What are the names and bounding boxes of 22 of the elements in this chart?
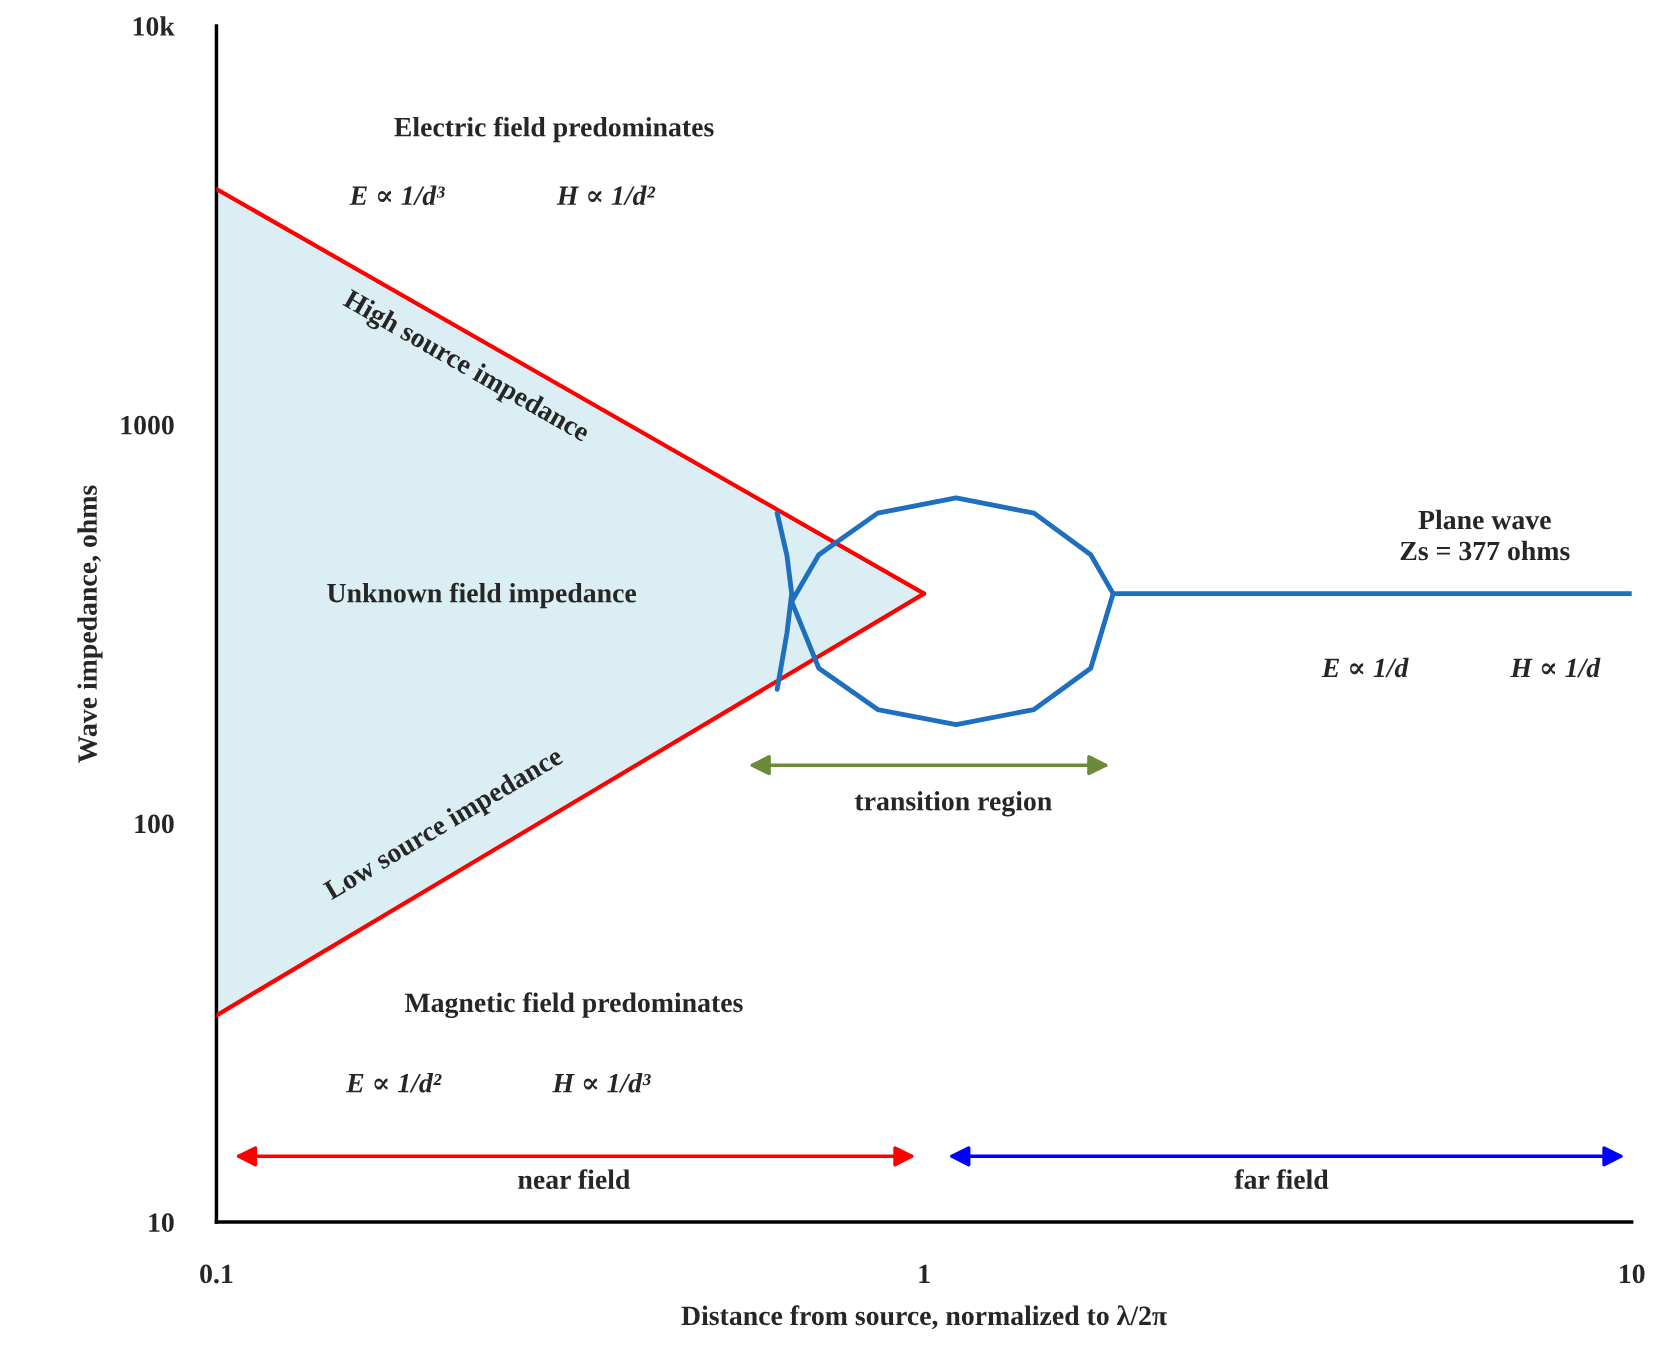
annotation: E ∝ 1/d² <box>346 1072 442 1093</box>
x-tick-label: 0.1 <box>200 1264 233 1284</box>
x-tick-label: 10 <box>1620 1264 1645 1284</box>
annotation: Magnetic field predominates <box>404 992 743 1019</box>
y-tick-label: 10 <box>149 1213 174 1233</box>
y-tick-label: 100 <box>135 814 174 834</box>
x-tick-label: 1 <box>919 1264 930 1284</box>
annotation: H ∝ 1/d <box>1510 657 1601 678</box>
annotation: Plane wave Zs = 377 ohms <box>1400 509 1570 561</box>
y-tick-label: 1000 <box>121 415 174 435</box>
x-axis-title: Distance from source, normalized to λ/2π <box>681 1305 1167 1330</box>
annotation: Unknown field impedance <box>327 582 637 609</box>
annotation: transition region <box>854 791 1052 817</box>
y-tick-label: 10k <box>133 16 175 36</box>
y-axis-title: Wave impedance, ohms <box>77 485 103 763</box>
annotation: E ∝ 1/d <box>1321 657 1409 678</box>
annotation: H ∝ 1/d³ <box>552 1072 651 1093</box>
annotation: E ∝ 1/d³ <box>349 185 445 206</box>
annotation: far field <box>1234 1169 1329 1190</box>
annotation: near field <box>518 1169 631 1190</box>
annotation: H ∝ 1/d² <box>556 185 656 206</box>
annotation: Electric field predominates <box>394 116 714 143</box>
